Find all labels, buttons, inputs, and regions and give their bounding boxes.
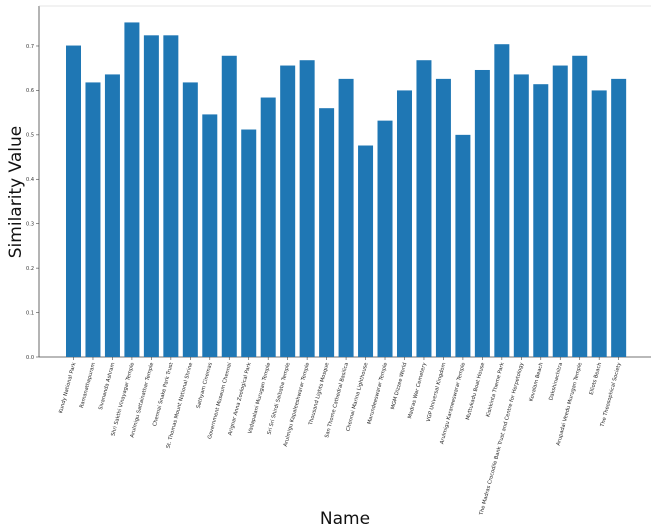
x-axis-title: Name xyxy=(320,509,370,529)
y-tick-label: 0.5 xyxy=(26,133,34,139)
x-tick-label: Ramanathapuram xyxy=(79,362,97,409)
bar xyxy=(280,65,296,357)
y-tick-label: 0.1 xyxy=(26,310,34,316)
x-tick-label: Muttukadu Boat House xyxy=(465,362,486,421)
x-tick-label: Thousand Lights Mosque xyxy=(308,362,331,427)
x-tick-label: Elliots Beach xyxy=(589,362,603,396)
bar xyxy=(377,120,393,357)
x-tick-label: The Theosophical Society xyxy=(599,362,622,428)
y-ticks: 0.0 0.1 0.2 0.3 0.4 0.5 0.6 0.7 xyxy=(26,44,619,361)
bar xyxy=(163,35,179,357)
bar xyxy=(260,97,276,357)
x-tick-label: Chennai Marina Lighthouse xyxy=(345,362,369,432)
x-tick-label: Madras War Cemetery xyxy=(407,362,428,419)
y-tick-label: 0.0 xyxy=(26,355,34,361)
bar xyxy=(241,129,257,357)
bar xyxy=(221,55,237,357)
x-tick-label: Marundeeswarar Temple xyxy=(367,362,389,425)
x-tick-label: Sathyam Cinemas xyxy=(196,362,214,409)
x-tick-label: Arulmigu Sattainathar Temple xyxy=(129,362,155,438)
y-axis-title: Similarity Value xyxy=(6,126,26,258)
bar xyxy=(533,84,549,357)
bar xyxy=(319,108,335,357)
bar xyxy=(435,78,451,358)
x-tick-label: Kishkinta Theme Park xyxy=(485,362,505,418)
y-tick-label: 0.3 xyxy=(26,222,34,228)
x-tick-labels: Kundy National Park Ramanathapuram Sivanan… xyxy=(58,362,622,517)
bar xyxy=(104,74,120,358)
x-tick-label: Sivananda Ashram xyxy=(98,362,116,411)
y-tick-label: 0.6 xyxy=(26,88,34,94)
bar xyxy=(591,90,607,358)
y-tick-label: 0.4 xyxy=(26,177,34,183)
x-tick-label: Kundy National Park xyxy=(58,362,77,414)
bar xyxy=(611,78,627,358)
bar xyxy=(338,78,354,358)
bar xyxy=(124,22,140,357)
x-tick-label: MGM Dizzee World xyxy=(390,362,408,410)
x-tick-label: Dakshinachitra xyxy=(548,362,564,401)
bar xyxy=(182,82,198,358)
bar xyxy=(85,82,101,358)
x-tick-label: Kovalam Beach xyxy=(529,362,545,402)
y-tick-label: 0.2 xyxy=(26,266,34,272)
bars xyxy=(66,22,627,358)
bar xyxy=(396,90,412,358)
bar xyxy=(202,114,218,357)
bar xyxy=(513,74,529,358)
bar xyxy=(572,55,588,357)
x-tick-label: VGP Universal Kingdom xyxy=(426,362,448,423)
x-tick-label: The Madras Crocodile Bank Trust and Cent… xyxy=(478,362,525,517)
bar xyxy=(416,60,432,358)
bar xyxy=(66,45,81,357)
bar xyxy=(474,69,490,357)
bar xyxy=(358,145,374,357)
y-tick-label: 0.7 xyxy=(26,44,34,50)
bar xyxy=(455,134,471,357)
bar xyxy=(143,35,159,357)
bar xyxy=(552,65,568,357)
bar xyxy=(494,44,510,358)
bar xyxy=(299,60,315,358)
x-tick-label: Chennai Snake Park Trust xyxy=(152,362,175,427)
